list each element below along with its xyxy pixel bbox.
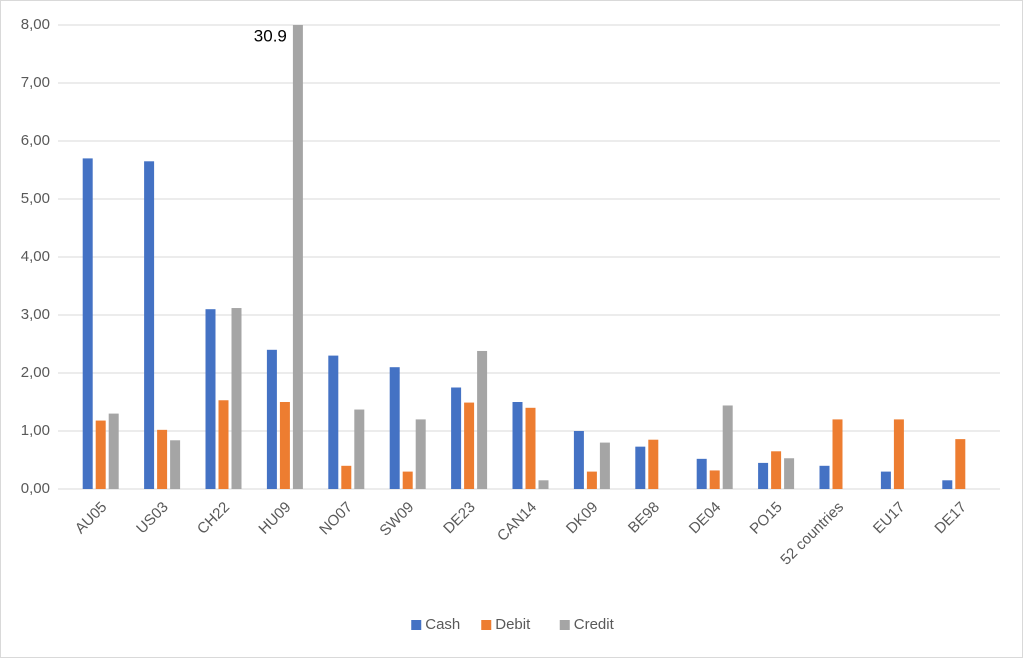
bar xyxy=(157,429,168,489)
legend-swatch xyxy=(559,620,570,630)
bar xyxy=(82,158,93,489)
bar xyxy=(389,367,400,489)
bar xyxy=(170,440,181,489)
bar xyxy=(599,442,610,489)
bar xyxy=(586,471,597,489)
y-tick-label: 0,00 xyxy=(21,480,50,497)
y-tick-label: 1,00 xyxy=(21,422,50,439)
bar xyxy=(832,419,843,489)
bar xyxy=(415,419,426,489)
bar xyxy=(279,402,290,489)
bar xyxy=(696,458,707,489)
bar xyxy=(942,480,953,489)
bar xyxy=(292,25,303,489)
y-tick-label: 5,00 xyxy=(21,190,50,207)
legend-swatch xyxy=(481,620,492,630)
y-tick-label: 8,00 xyxy=(21,16,50,33)
bar xyxy=(512,402,523,489)
bar xyxy=(722,405,733,489)
bar xyxy=(328,355,339,489)
bar xyxy=(709,470,720,489)
bar xyxy=(354,409,365,489)
data-label: 30.9 xyxy=(254,26,287,45)
bar xyxy=(231,308,242,489)
legend-label: Debit xyxy=(495,616,531,633)
bar xyxy=(758,462,769,489)
bar xyxy=(144,161,155,490)
bar xyxy=(218,400,229,489)
bar xyxy=(341,465,352,489)
legend-label: Cash xyxy=(425,616,460,633)
bar xyxy=(477,350,488,489)
bar xyxy=(95,420,106,489)
bar xyxy=(573,431,584,489)
bar xyxy=(108,413,119,489)
bar xyxy=(635,446,646,489)
bar xyxy=(402,471,413,489)
bar xyxy=(784,458,795,489)
y-tick-label: 6,00 xyxy=(21,132,50,149)
bar xyxy=(893,419,904,489)
y-tick-label: 7,00 xyxy=(21,74,50,91)
bar xyxy=(771,451,782,489)
bar xyxy=(266,349,277,489)
bars xyxy=(82,25,966,490)
legend-swatch xyxy=(411,620,422,630)
bar xyxy=(451,387,462,489)
y-tick-label: 4,00 xyxy=(21,248,50,265)
bar xyxy=(819,465,830,489)
legend-label: Credit xyxy=(574,616,615,633)
y-tick-label: 3,00 xyxy=(21,306,50,323)
bar xyxy=(880,471,891,489)
bar xyxy=(464,402,475,489)
bar xyxy=(525,407,536,489)
bar xyxy=(205,309,216,489)
bar xyxy=(648,439,659,489)
y-tick-label: 2,00 xyxy=(21,364,50,381)
bar xyxy=(538,480,549,489)
bar xyxy=(955,439,966,489)
